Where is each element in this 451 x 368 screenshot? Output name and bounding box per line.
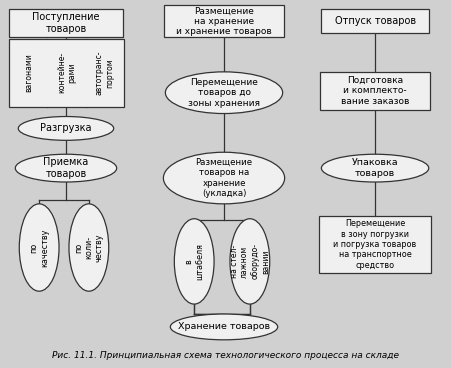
Ellipse shape [19, 204, 59, 291]
Ellipse shape [165, 72, 282, 114]
Ellipse shape [321, 154, 428, 182]
Text: вагонами: вагонами [24, 53, 33, 92]
Text: автотранс-
портом: автотранс- портом [95, 50, 114, 95]
Text: Упаковка
товаров: Упаковка товаров [351, 158, 397, 178]
Bar [9, 39, 124, 107]
Text: по
качеству: по качеству [29, 228, 49, 267]
Text: Рис. 11.1. Принципиальная схема технологического процесса на складе: Рис. 11.1. Принципиальная схема технолог… [52, 351, 399, 360]
Text: Отпуск товаров: Отпуск товаров [334, 16, 415, 26]
Text: Перемещение
товаров до
зоны хранения: Перемещение товаров до зоны хранения [188, 78, 259, 107]
Text: Хранение товаров: Хранение товаров [178, 322, 270, 332]
Text: Подготовка
и комплекто-
вание заказов: Подготовка и комплекто- вание заказов [340, 76, 408, 106]
Text: Размещение
на хранение
и хранение товаров: Размещение на хранение и хранение товаро… [176, 6, 272, 36]
FancyBboxPatch shape [164, 6, 283, 37]
Text: на стел-
лажном
оборудо-
вании: на стел- лажном оборудо- вании [229, 243, 269, 279]
Text: Разгрузка: Разгрузка [40, 123, 92, 134]
FancyBboxPatch shape [320, 72, 429, 110]
FancyBboxPatch shape [321, 9, 428, 33]
FancyBboxPatch shape [319, 216, 430, 273]
FancyBboxPatch shape [9, 9, 123, 37]
Text: в
штабеля: в штабеля [184, 243, 203, 280]
Text: контейне-
рами: контейне- рами [57, 52, 76, 93]
Text: Приемка
товаров: Приемка товаров [43, 158, 88, 179]
Ellipse shape [15, 154, 116, 182]
Text: Поступление
товаров: Поступление товаров [32, 13, 100, 34]
Ellipse shape [174, 219, 214, 304]
Ellipse shape [170, 314, 277, 340]
Ellipse shape [18, 117, 114, 140]
Ellipse shape [230, 219, 269, 304]
Text: по
коли-
честву: по коли- честву [74, 233, 104, 262]
Ellipse shape [69, 204, 109, 291]
Ellipse shape [163, 152, 284, 204]
Text: Перемещение
в зону погрузки
и погрузка товаров
на транспортное
средство: Перемещение в зону погрузки и погрузка т… [333, 219, 416, 270]
Text: Размещение
товаров на
хранение
(укладка): Размещение товаров на хранение (укладка) [195, 158, 252, 198]
